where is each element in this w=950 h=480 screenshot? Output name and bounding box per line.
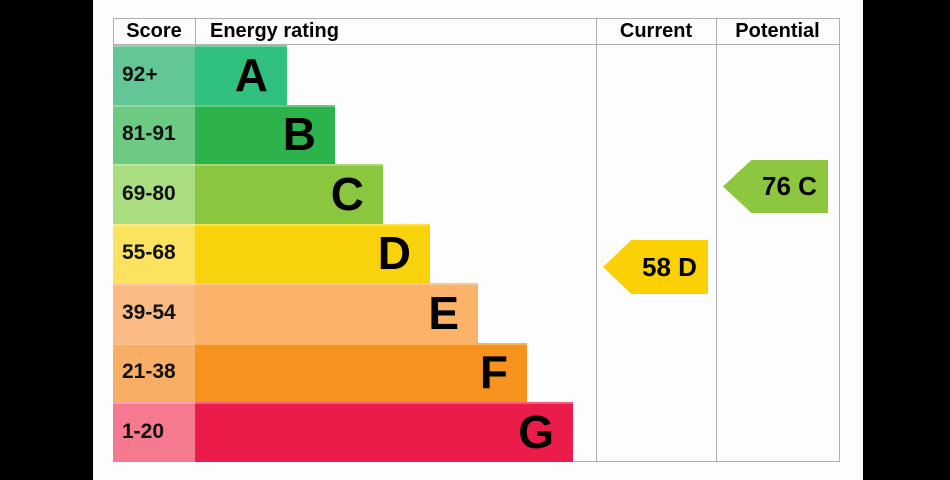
potential-rating-label: 76 C	[762, 171, 817, 201]
rating-bar: D	[195, 223, 430, 283]
score-cell: 69-80	[113, 164, 195, 224]
band-letter: G	[518, 405, 554, 458]
potential-rating-arrow: 76 C	[723, 160, 828, 213]
score-cell: 21-38	[113, 342, 195, 402]
score-range-label: 39-54	[122, 300, 176, 324]
table-right-border	[839, 18, 840, 462]
band-row-a: 92+ A	[113, 45, 840, 105]
rating-bar: C	[195, 164, 383, 224]
score-cell: 39-54	[113, 283, 195, 343]
header-energy-rating: Energy rating	[210, 20, 339, 42]
rating-bar: A	[195, 45, 287, 105]
header-bottom-border	[113, 44, 840, 45]
chart-background: Score Energy rating Current Potential 92…	[93, 0, 863, 480]
band-letter: D	[377, 227, 411, 280]
current-column-divider	[596, 18, 597, 462]
band-letter: B	[282, 108, 316, 161]
header-potential: Potential	[735, 20, 820, 42]
band-letter: F	[479, 346, 508, 399]
band-row-c: 69-80 C	[113, 164, 840, 224]
score-range-label: 21-38	[122, 360, 176, 384]
score-column-divider	[195, 18, 196, 45]
score-cell: 55-68	[113, 223, 195, 283]
band-row-b: 81-91 B	[113, 104, 840, 164]
potential-column-divider	[716, 18, 717, 462]
score-range-label: 1-20	[122, 419, 165, 443]
score-range-label: 69-80	[122, 181, 176, 205]
band-letter: A	[234, 48, 268, 101]
header-current: Current	[619, 20, 693, 42]
band-letter: C	[330, 167, 364, 220]
score-cell: 81-91	[113, 104, 195, 164]
current-rating-label: 58 D	[642, 251, 697, 282]
score-cell: 1-20	[113, 402, 195, 462]
table-bottom-border	[113, 461, 840, 462]
score-range-label: 55-68	[122, 241, 176, 265]
rating-bar: F	[195, 342, 527, 402]
band-row-e: 39-54 E	[113, 283, 840, 343]
rating-bar: B	[195, 104, 335, 164]
rating-bar: E	[195, 283, 478, 343]
score-range-label: 81-91	[122, 122, 176, 146]
band-row-f: 21-38 F	[113, 342, 840, 402]
band-row-d: 55-68 D	[113, 223, 840, 283]
score-cell: 92+	[113, 45, 195, 105]
band-row-g: 1-20 G	[113, 402, 840, 462]
rating-bar: G	[195, 402, 573, 462]
header-score: Score	[126, 20, 182, 42]
score-range-label: 92+	[122, 62, 158, 86]
table-top-border	[113, 18, 840, 19]
band-letter: E	[428, 286, 459, 339]
